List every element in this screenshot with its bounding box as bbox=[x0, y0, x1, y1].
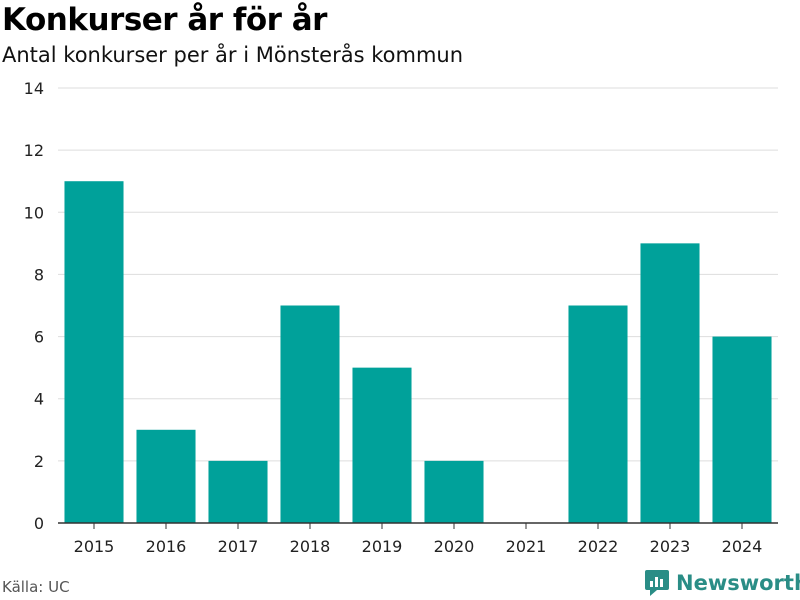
x-tick-label: 2022 bbox=[578, 537, 619, 556]
x-tick-label: 2017 bbox=[218, 537, 259, 556]
bar bbox=[208, 460, 268, 523]
x-tick-label: 2021 bbox=[506, 537, 547, 556]
y-tick-label: 2 bbox=[34, 452, 44, 471]
source-note: Källa: UC bbox=[2, 578, 70, 596]
brand-name: Newsworthy bbox=[676, 571, 800, 595]
bar bbox=[568, 305, 628, 523]
chart-title: Konkurser år för år bbox=[2, 2, 327, 38]
x-tick-label: 2018 bbox=[290, 537, 331, 556]
x-tick-label: 2015 bbox=[74, 537, 115, 556]
y-tick-label: 14 bbox=[24, 79, 44, 98]
bar bbox=[712, 336, 772, 523]
axes: 0 2 4 6 8 10 12 14 2015 2016 2017 2018 2019 2020 2021 2… bbox=[24, 79, 778, 556]
bar bbox=[280, 305, 340, 523]
y-tick-label: 4 bbox=[34, 390, 44, 409]
bar bbox=[424, 460, 484, 523]
bar bbox=[136, 429, 196, 523]
brand-logo: Newsworthy bbox=[644, 568, 800, 598]
x-tick-label: 2019 bbox=[362, 537, 403, 556]
x-tick-label: 2023 bbox=[650, 537, 691, 556]
bars bbox=[64, 181, 772, 523]
x-tick-label: 2020 bbox=[434, 537, 475, 556]
bar bbox=[640, 243, 700, 523]
newsworthy-logo-icon bbox=[645, 570, 669, 596]
y-tick-label: 12 bbox=[24, 141, 44, 160]
y-tick-label: 6 bbox=[34, 328, 44, 347]
bar bbox=[64, 181, 124, 523]
y-tick-label: 0 bbox=[34, 514, 44, 533]
bar bbox=[352, 367, 412, 523]
y-tick-label: 8 bbox=[34, 265, 44, 284]
chart-subtitle: Antal konkurser per år i Mönsterås kommu… bbox=[2, 43, 464, 67]
y-tick-label: 10 bbox=[24, 203, 44, 222]
x-tick-label: 2016 bbox=[146, 537, 187, 556]
x-tick-label: 2024 bbox=[722, 537, 763, 556]
